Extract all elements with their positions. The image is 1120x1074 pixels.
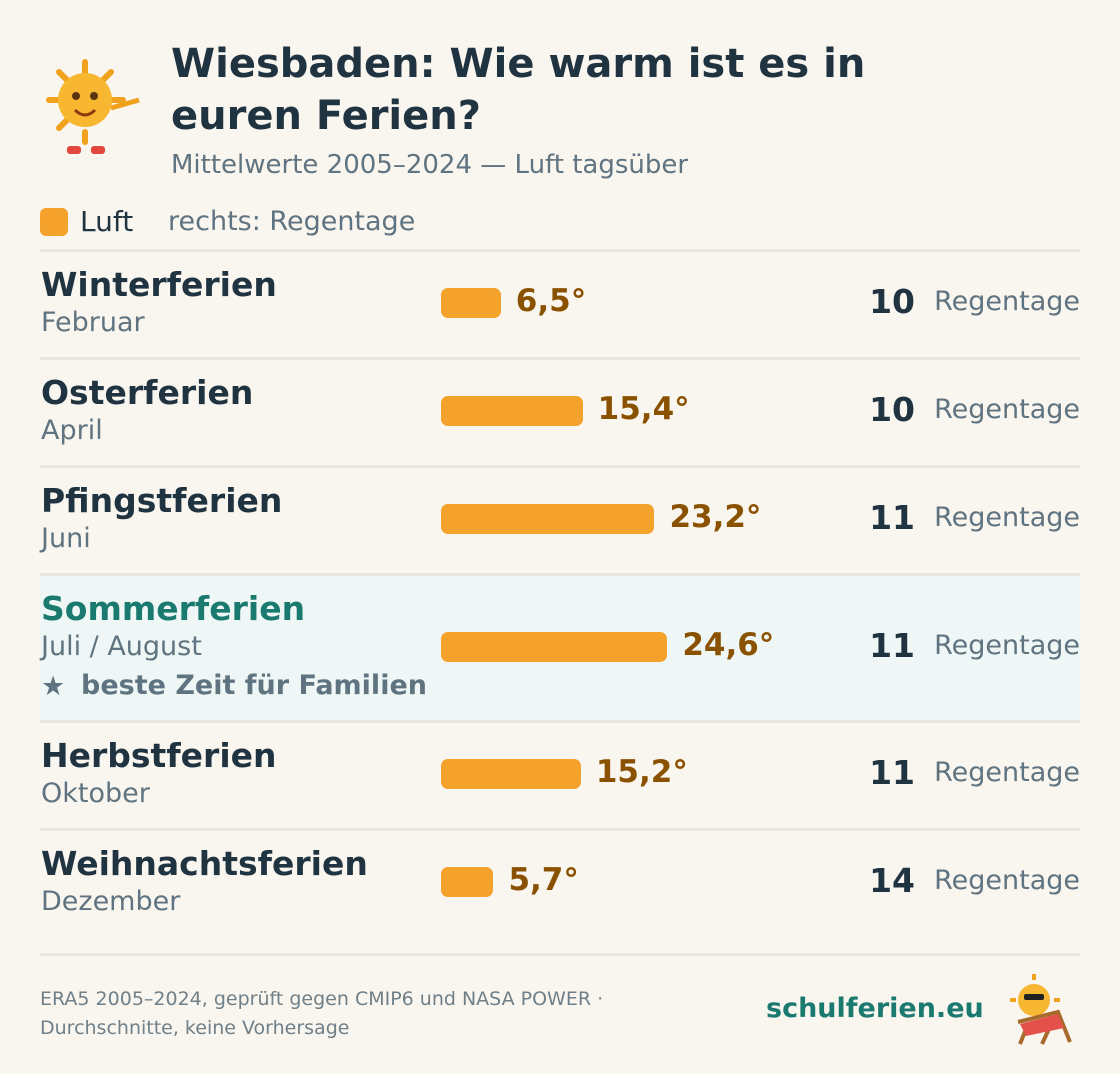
bar: [441, 759, 581, 789]
bar: [441, 396, 583, 426]
bar: [441, 632, 668, 662]
brand: schulferien.eu: [766, 993, 984, 1024]
rain-label: Regentage: [934, 394, 1080, 425]
star-icon: ★: [41, 671, 66, 702]
value-label: 15,4°: [597, 391, 690, 427]
category-subtitle: Juli / August: [41, 631, 202, 662]
rain-days: 11: [869, 498, 915, 537]
separator: [40, 465, 1080, 468]
separator: [40, 573, 1080, 576]
category: Weihnachtsferien: [41, 844, 368, 883]
category: Pfingstferien: [41, 481, 283, 520]
legend-label: Luft: [80, 205, 134, 238]
sun-chair: [1010, 974, 1072, 1045]
title: Wiesbaden: Wie warm ist es in euren Feri…: [171, 41, 866, 139]
bar: [441, 867, 494, 897]
legend-note: rechts: Regentage: [168, 206, 416, 237]
rain-label: Regentage: [934, 286, 1080, 317]
separator: [40, 828, 1080, 831]
value-label: 24,6°: [682, 627, 775, 663]
subtitle: Mittelwerte 2005–2024 — Luft tagsüber: [171, 150, 689, 180]
rain-label: Regentage: [934, 757, 1080, 788]
category-subtitle: April: [41, 415, 103, 446]
value-label: 6,5°: [515, 283, 587, 319]
separator: [40, 249, 1080, 252]
legend-swatch: [40, 208, 68, 236]
source-line: Durchschnitte, keine Vorhersage: [40, 1017, 350, 1039]
separator: [40, 953, 1080, 956]
rain-days: 11: [869, 626, 915, 665]
sun-mascot: [46, 59, 140, 154]
category-subtitle: Juni: [41, 523, 91, 554]
value-label: 5,7°: [508, 862, 579, 898]
rain-days: 14: [869, 861, 915, 900]
bar: [441, 288, 501, 318]
category: Osterferien: [41, 373, 254, 412]
rain-label: Regentage: [934, 865, 1080, 896]
note: beste Zeit für Familien: [81, 670, 427, 701]
category-subtitle: Oktober: [41, 778, 150, 809]
category: Sommerferien: [41, 589, 306, 628]
rain-days: 11: [869, 753, 915, 792]
category-subtitle: Februar: [41, 307, 145, 338]
separator: [40, 720, 1080, 723]
source-line: ERA5 2005–2024, geprüft gegen CMIP6 und …: [40, 988, 604, 1010]
bar: [441, 504, 655, 534]
rain-label: Regentage: [934, 502, 1080, 533]
source: ERA5 2005–2024, geprüft gegen CMIP6 und …: [40, 985, 603, 1043]
rain-days: 10: [869, 390, 915, 429]
rain-days: 10: [869, 282, 915, 321]
category: Herbstferien: [41, 736, 277, 775]
category-subtitle: Dezember: [41, 886, 181, 917]
separator: [40, 357, 1080, 360]
value-label: 15,2°: [595, 754, 688, 790]
value-label: 23,2°: [669, 499, 762, 535]
rain-label: Regentage: [934, 630, 1080, 661]
category: Winterferien: [41, 265, 277, 304]
